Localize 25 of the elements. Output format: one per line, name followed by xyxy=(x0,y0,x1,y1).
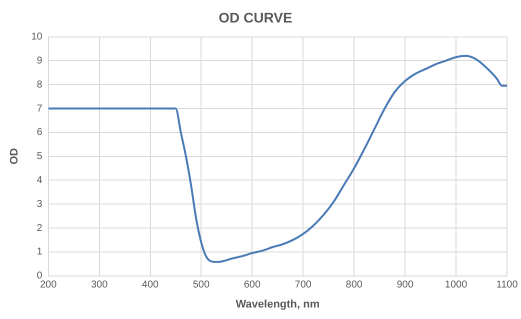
line-series xyxy=(48,54,507,263)
y-tick-label: 1 xyxy=(36,246,43,258)
y-tick-label: 4 xyxy=(36,174,43,186)
y-tick-label: 6 xyxy=(36,127,43,138)
y-tick-label: 8 xyxy=(36,79,43,90)
x-tick-label: 1000 xyxy=(444,280,468,291)
y-tick-label: 7 xyxy=(36,103,43,114)
y-tick-label: 9 xyxy=(36,55,43,66)
y-tick-label: 5 xyxy=(36,151,43,162)
y-axis-title: OD xyxy=(8,148,21,165)
y-tick-label: 2 xyxy=(36,222,43,234)
y-tick-label: 10 xyxy=(31,32,43,43)
x-tick-label: 700 xyxy=(294,280,312,291)
y-tick-label: 0 xyxy=(36,270,43,282)
x-tick-label: 200 xyxy=(40,280,58,291)
chart-title: OD CURVE xyxy=(218,9,292,26)
x-tick-label: 800 xyxy=(346,280,363,291)
x-tick-label: 1100 xyxy=(496,280,518,291)
x-tick-label: 900 xyxy=(396,280,414,291)
x-tick-label: 400 xyxy=(142,280,160,291)
y-tick-label: 3 xyxy=(36,198,43,210)
x-tick-label: 500 xyxy=(192,280,210,291)
x-tick-label: 600 xyxy=(244,280,261,291)
x-tick-label: 300 xyxy=(90,280,108,291)
x-axis-title: Wavelength, nm xyxy=(236,298,320,310)
